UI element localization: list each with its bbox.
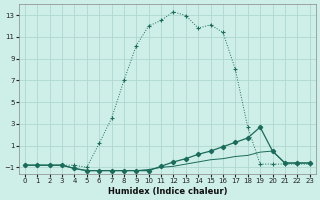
X-axis label: Humidex (Indice chaleur): Humidex (Indice chaleur) [108, 187, 227, 196]
